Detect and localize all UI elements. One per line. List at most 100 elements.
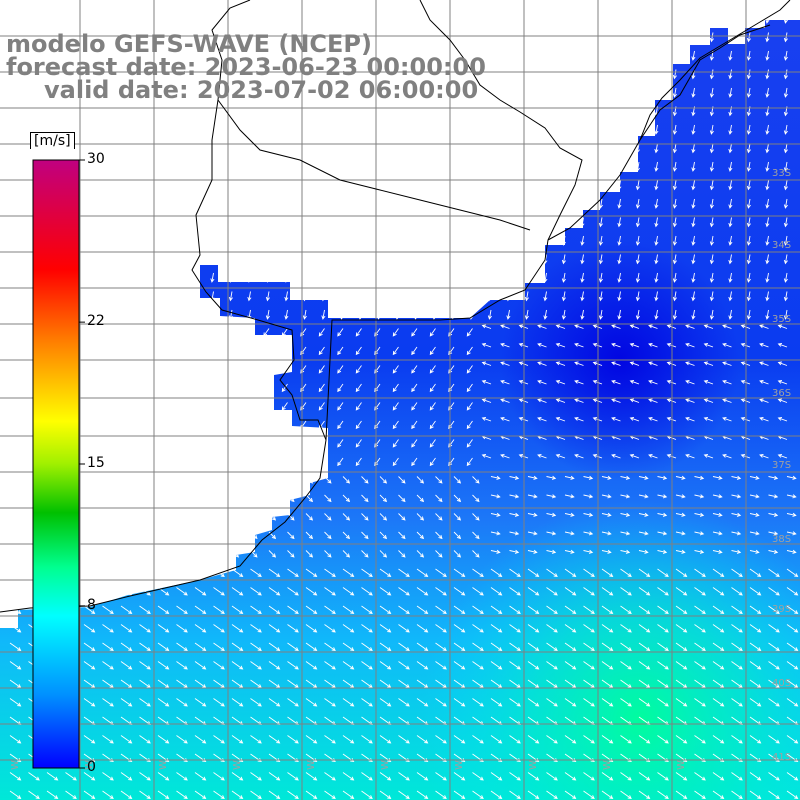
- wind-arrow: [120, 790, 133, 800]
- wind-arrow: [654, 161, 659, 172]
- wind-arrow: [80, 124, 85, 135]
- wind-arrow: [490, 605, 503, 615]
- wind-arrow: [786, 698, 799, 707]
- wind-arrow: [302, 20, 307, 24]
- wind-arrow: [487, 309, 492, 320]
- wind-arrow: [265, 291, 270, 302]
- wind-arrow: [102, 624, 114, 633]
- wind-arrow: [746, 180, 751, 191]
- wind-arrow: [703, 361, 714, 366]
- wind-arrow: [355, 383, 362, 393]
- wind-arrow: [170, 402, 177, 411]
- wind-arrow: [481, 416, 492, 422]
- wind-arrow: [728, 235, 733, 246]
- wind-arrow: [490, 790, 503, 800]
- wind-arrow: [358, 217, 363, 228]
- wind-arrow: [598, 180, 603, 191]
- wind-arrow: [709, 32, 714, 43]
- wind-arrow: [574, 342, 584, 348]
- wind-arrow: [654, 254, 659, 265]
- wind-arrow: [472, 735, 484, 744]
- wind-arrow: [432, 32, 437, 43]
- wind-arrow: [115, 457, 122, 467]
- wind-arrow: [25, 309, 30, 320]
- wind-arrow: [506, 87, 511, 98]
- wind-arrow: [765, 161, 770, 172]
- wind-arrow: [765, 198, 770, 209]
- wind-arrow: [506, 272, 511, 283]
- wind-arrow: [117, 272, 122, 283]
- wind-arrow: [139, 494, 147, 503]
- latitude-label: 36S: [772, 388, 791, 399]
- wind-arrow: [228, 180, 233, 191]
- wind-arrow: [583, 642, 595, 652]
- wind-arrow: [731, 549, 742, 554]
- wind-arrow: [638, 605, 651, 615]
- wind-arrow: [731, 735, 743, 744]
- wind-arrow: [672, 20, 677, 24]
- wind-arrow: [611, 453, 621, 459]
- wind-arrow: [657, 512, 668, 517]
- wind-arrow: [337, 365, 344, 374]
- longitude-label: W: [676, 760, 687, 770]
- wind-arrow: [358, 235, 363, 246]
- wind-arrow: [9, 513, 18, 521]
- wind-arrow: [580, 20, 585, 24]
- wind-arrow: [524, 291, 529, 302]
- wind-arrow: [450, 235, 455, 246]
- wind-arrow: [268, 790, 281, 800]
- wind-arrow: [99, 272, 104, 283]
- wind-arrow: [524, 50, 529, 61]
- wind-arrow: [102, 772, 114, 781]
- wind-arrow: [268, 735, 281, 744]
- wind-arrow: [429, 346, 436, 356]
- wind-arrow: [746, 254, 751, 265]
- wind-arrow: [361, 661, 373, 670]
- wind-arrow: [46, 772, 59, 781]
- wind-arrow: [786, 512, 797, 517]
- wind-arrow: [580, 254, 585, 265]
- wind-arrow: [173, 124, 178, 135]
- wind-arrow: [469, 217, 474, 228]
- wind-arrow: [490, 512, 501, 517]
- wind-arrow: [487, 69, 492, 80]
- wind-arrow: [546, 494, 557, 499]
- wind-arrow: [358, 309, 363, 320]
- wind-arrow: [509, 735, 521, 744]
- wind-arrow: [324, 568, 336, 578]
- wind-arrow: [694, 698, 706, 707]
- wind-arrow: [601, 735, 614, 744]
- wind-arrow: [102, 513, 110, 521]
- wind-arrow: [228, 235, 233, 246]
- wind-arrow: [728, 217, 733, 228]
- wind-arrow: [746, 291, 751, 302]
- wind-arrow: [472, 661, 484, 670]
- wind-arrow: [487, 217, 492, 228]
- wind-arrow: [786, 549, 797, 554]
- wind-arrow: [509, 772, 521, 781]
- wind-arrow: [574, 379, 584, 385]
- wind-arrow: [694, 568, 706, 578]
- wind-arrow: [170, 328, 177, 337]
- wind-arrow: [355, 328, 362, 337]
- wind-arrow: [25, 143, 30, 154]
- wind-arrow: [9, 476, 18, 484]
- wind-arrow: [83, 772, 96, 781]
- wind-arrow: [768, 512, 779, 517]
- wind-arrow: [777, 453, 788, 459]
- wind-arrow: [500, 361, 510, 366]
- wind-arrow: [117, 124, 122, 135]
- wind-arrow: [432, 272, 437, 283]
- wind-arrow: [154, 124, 159, 135]
- wind-arrow: [487, 291, 492, 302]
- wind-arrow: [117, 198, 122, 209]
- wind-arrow: [435, 568, 447, 578]
- wind-arrow: [672, 235, 677, 246]
- wind-arrow: [638, 512, 649, 517]
- wind-arrow: [133, 402, 140, 411]
- wind-arrow: [657, 661, 669, 670]
- wind-arrow: [120, 513, 129, 521]
- wind-arrow: [546, 698, 558, 707]
- wind-arrow: [746, 235, 751, 246]
- wind-arrow: [472, 790, 484, 800]
